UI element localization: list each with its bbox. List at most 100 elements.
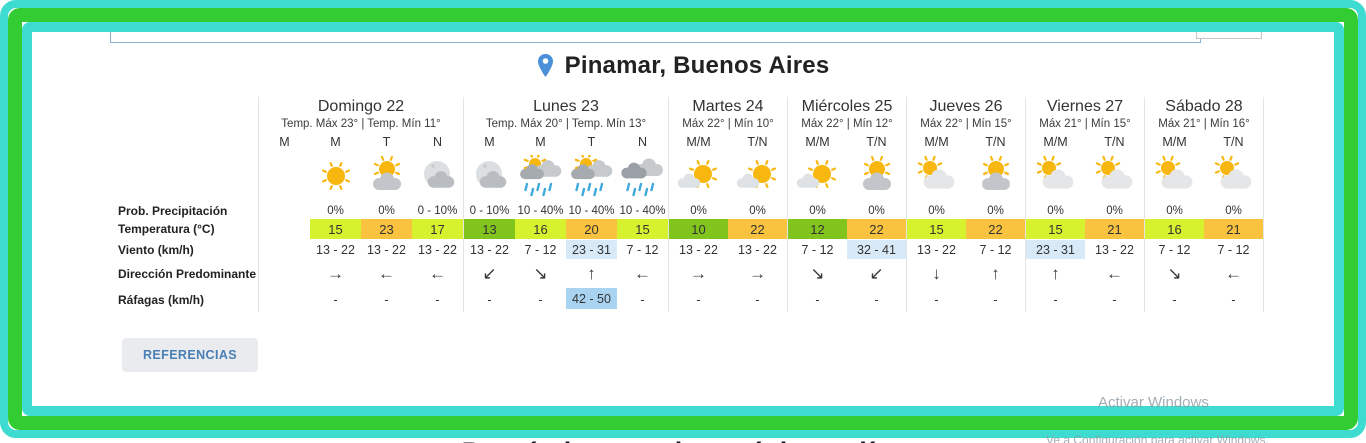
temp-cell: 17 [412, 219, 463, 239]
wind-direction-cell: ↙ [482, 264, 497, 283]
night-cloudy-icon [412, 150, 463, 202]
period-cell: M [330, 134, 341, 149]
day-name: Viernes 27 [1046, 98, 1124, 115]
wind-cell: 13 - 22 [470, 242, 509, 257]
page-title: Pinamar, Buenos Aires [564, 52, 830, 79]
precip-cell [259, 202, 310, 219]
gust-cell: - [755, 293, 760, 307]
wind-cell: 7 - 12 [979, 242, 1012, 257]
gust-cell: - [874, 293, 879, 307]
day-temp-range: Máx 21° | Mín 15° [1039, 118, 1131, 130]
rain-icon [617, 150, 668, 202]
row-labels-column: Prob. Precipitación Temperatura (°C) Vient… [118, 97, 258, 312]
day-name: Martes 24 [692, 98, 764, 115]
cloud-sun-icon [1204, 150, 1263, 202]
wind-direction-cell: → [327, 264, 344, 283]
gust-cell: - [1112, 293, 1117, 307]
day-name: Jueves 26 [929, 98, 1003, 115]
day-temp-range: Temp. Máx 23° | Temp. Mín 11° [281, 118, 441, 130]
period-cell: N [637, 134, 648, 149]
period-cell: M/M [686, 134, 711, 149]
wind-cell: 13 - 22 [316, 242, 355, 257]
row-label: Ráfagas (km/h) [118, 293, 205, 307]
period-cell: M [279, 134, 290, 149]
mostly-sunny-icon [669, 150, 728, 202]
temp-cell: 23 [361, 219, 412, 239]
precip-cell: 10 - 40% [619, 204, 666, 217]
precip-cell: 10 - 40% [517, 204, 564, 217]
references-button[interactable]: REFERENCIAS [122, 338, 258, 372]
search-button[interactable] [1196, 12, 1262, 39]
wind-cell: 13 - 22 [367, 242, 406, 257]
precip-cell: 0% [1166, 204, 1183, 217]
temp-cell: 21 [1204, 219, 1263, 239]
period-cell: T/N [985, 134, 1006, 149]
location-header: Pinamar, Buenos Aires [0, 52, 1366, 80]
temp-cell: 16 [515, 219, 566, 239]
wind-cell: 13 - 22 [418, 242, 457, 257]
gust-cell: 42 - 50 [566, 288, 617, 309]
period-cell: M/M [1043, 134, 1068, 149]
day-temp-range: Máx 22° | Mín 10° [682, 118, 774, 130]
row-label: Viento (km/h) [118, 242, 194, 257]
wind-direction-cell: → [690, 264, 707, 283]
gust-cell: - [815, 293, 820, 307]
day-column: Viernes 27 Máx 21° | Mín 15° M/M T/N 0% 0% 15… [1025, 97, 1144, 312]
wind-direction-cell: ← [1106, 264, 1123, 283]
mostly-sunny-icon [788, 150, 847, 202]
day-columns: Domingo 22 Temp. Máx 23° | Temp. Mín 11° M… [258, 97, 1264, 312]
period-cell: M [484, 134, 495, 149]
period-cell: M [535, 134, 546, 149]
wind-direction-cell: ← [1225, 264, 1242, 283]
gust-cell: - [934, 293, 939, 307]
row-label: Dirección Predominante [118, 267, 257, 281]
precip-cell: 0% [868, 204, 885, 217]
period-cell: N [432, 134, 443, 149]
wind-cell: 13 - 22 [917, 242, 956, 257]
wind-cell: 13 - 22 [738, 242, 777, 257]
rain-sun-icon [566, 150, 617, 202]
wind-direction-cell: ↙ [869, 264, 884, 283]
wind-direction-cell: ↑ [991, 264, 1000, 283]
period-cell: M/M [924, 134, 949, 149]
period-cell: M/M [805, 134, 830, 149]
temp-cell: 22 [966, 219, 1025, 239]
period-cell: T [382, 134, 391, 149]
gust-cell: - [1053, 293, 1058, 307]
next-section-heading: Pronóstico para los próximos días [462, 437, 905, 443]
wind-cell: 7 - 12 [1217, 242, 1250, 257]
precip-cell: 0% [1106, 204, 1123, 217]
rain-sun-icon [515, 150, 566, 202]
wind-direction-cell: ↘ [533, 264, 548, 283]
gust-cell [259, 288, 310, 312]
period-cell: T/N [747, 134, 768, 149]
gust-cell: - [487, 293, 492, 307]
wind-direction-cell: ← [378, 264, 395, 283]
wind-direction-cell: ↑ [1051, 264, 1060, 283]
wind-direction-cell: ↑ [587, 264, 596, 283]
wind-cell: 7 - 12 [524, 242, 557, 257]
precip-cell: 0 - 10% [417, 204, 458, 217]
period-cell: T/N [1223, 134, 1244, 149]
precip-cell: 0% [987, 204, 1004, 217]
activate-windows-watermark: Activar Windows [1098, 394, 1209, 411]
precip-cell: 0% [1225, 204, 1242, 217]
period-cell: M/M [1162, 134, 1187, 149]
day-column: Martes 24 Máx 22° | Mín 10° M/M T/N 0% 0% 10 2… [668, 97, 787, 312]
temp-cell: 15 [617, 219, 668, 239]
day-column: Lunes 23 Temp. Máx 20° | Temp. Mín 13° M M T… [463, 97, 668, 312]
precip-cell: 0% [690, 204, 707, 217]
wind-cell: 23 - 31 [566, 240, 617, 259]
search-input[interactable] [110, 12, 1201, 43]
wind-direction-cell: ← [429, 264, 446, 283]
day-name: Miércoles 25 [801, 98, 893, 115]
gust-cell: - [993, 293, 998, 307]
gust-cell: - [384, 293, 389, 307]
temp-cell: 21 [1085, 219, 1144, 239]
wind-cell: 32 - 41 [847, 240, 906, 259]
sunny-icon [310, 150, 361, 202]
row-label: Temperatura (°C) [118, 222, 215, 236]
temp-cell: 15 [907, 219, 966, 239]
temp-cell: 16 [1145, 219, 1204, 239]
wind-cell: 7 - 12 [801, 242, 834, 257]
